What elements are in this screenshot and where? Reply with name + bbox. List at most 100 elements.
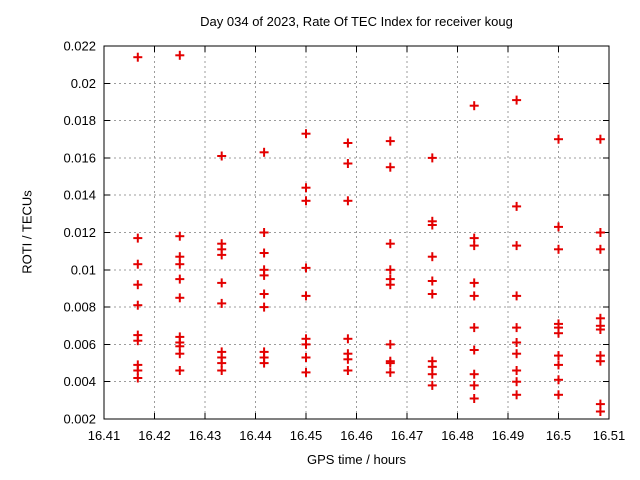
x-tick-label: 16.43	[189, 428, 222, 443]
data-point	[469, 323, 479, 333]
data-point	[469, 394, 479, 403]
y-tick-label: 0.008	[63, 300, 96, 315]
data-point	[512, 377, 522, 387]
chart-title: Day 034 of 2023, Rate Of TEC Index for r…	[200, 14, 513, 29]
data-point	[385, 358, 395, 368]
data-point	[175, 50, 185, 60]
data-point	[427, 289, 437, 299]
data-point	[554, 390, 563, 400]
data-point	[259, 289, 269, 299]
data-point	[595, 228, 605, 237]
data-point	[301, 129, 311, 139]
data-point	[469, 241, 479, 251]
data-point	[259, 302, 269, 312]
data-point	[385, 162, 395, 172]
data-point	[259, 358, 269, 368]
data-point	[595, 356, 605, 366]
data-point	[385, 239, 395, 249]
data-point	[512, 349, 522, 359]
data-point	[175, 259, 185, 269]
data-point	[554, 351, 563, 361]
data-point	[343, 138, 353, 148]
data-point	[385, 339, 395, 349]
data-point	[512, 201, 522, 211]
data-point	[554, 375, 563, 385]
data-point	[427, 369, 437, 379]
data-point	[385, 280, 395, 290]
data-point	[554, 222, 563, 232]
data-point	[133, 52, 143, 62]
data-point	[554, 134, 563, 144]
data-point	[217, 250, 227, 260]
y-tick-label: 0.01	[71, 262, 96, 277]
data-point	[512, 291, 522, 301]
x-tick-label: 16.48	[441, 428, 474, 443]
data-point	[217, 278, 227, 288]
data-point	[385, 136, 395, 146]
data-point	[301, 291, 311, 301]
data-point	[427, 380, 437, 390]
data-point	[469, 380, 479, 390]
data-point	[259, 248, 269, 258]
data-point	[259, 228, 269, 237]
data-point	[175, 349, 185, 359]
data-point	[469, 278, 479, 288]
data-point	[595, 134, 605, 144]
data-point	[512, 323, 522, 333]
data-point	[427, 153, 437, 163]
y-tick-label: 0.016	[63, 150, 96, 165]
data-point	[133, 336, 143, 346]
data-point	[217, 151, 227, 161]
data-point	[133, 373, 143, 383]
x-tick-label: 16.44	[239, 428, 272, 443]
data-point	[301, 339, 311, 349]
data-point	[133, 280, 143, 290]
x-tick-label: 16.49	[492, 428, 525, 443]
x-tick-label: 16.41	[88, 428, 121, 443]
y-tick-label: 0.014	[63, 188, 96, 203]
data-point	[301, 367, 311, 377]
data-point	[301, 263, 311, 273]
data-point	[469, 101, 479, 111]
data-point	[595, 407, 605, 416]
x-tick-label: 16.47	[391, 428, 424, 443]
data-point	[259, 147, 269, 157]
data-point	[554, 244, 563, 254]
y-tick-label: 0.018	[63, 113, 96, 128]
data-point	[343, 196, 353, 206]
data-point	[469, 369, 479, 379]
data-point	[469, 291, 479, 301]
data-point	[343, 334, 353, 344]
x-tick-label: 16.42	[138, 428, 171, 443]
y-tick-label: 0.012	[63, 225, 96, 240]
data-point	[512, 366, 522, 375]
data-point	[343, 366, 353, 375]
data-point	[512, 338, 522, 347]
data-point	[554, 360, 563, 370]
data-point	[512, 241, 522, 251]
x-axis-label: GPS time / hours	[307, 452, 406, 467]
data-point	[427, 276, 437, 286]
x-tick-label: 16.51	[593, 428, 626, 443]
y-tick-label: 0.022	[63, 39, 96, 54]
data-point	[217, 298, 227, 308]
data-point	[133, 259, 143, 269]
data-point	[512, 390, 522, 400]
y-tick-label: 0.02	[71, 76, 96, 91]
x-tick-label: 16.45	[290, 428, 323, 443]
y-tick-label: 0.002	[63, 412, 96, 427]
data-point	[259, 270, 269, 280]
data-point	[595, 244, 605, 254]
data-point	[175, 274, 185, 284]
data-point	[175, 293, 185, 303]
y-tick-label: 0.004	[63, 374, 96, 389]
data-point	[301, 196, 311, 206]
data-point	[512, 95, 522, 105]
data-point	[385, 265, 395, 275]
data-point	[175, 366, 185, 375]
x-tick-label: 16.5	[546, 428, 571, 443]
data-point	[554, 328, 563, 338]
x-tick-label: 16.46	[340, 428, 373, 443]
